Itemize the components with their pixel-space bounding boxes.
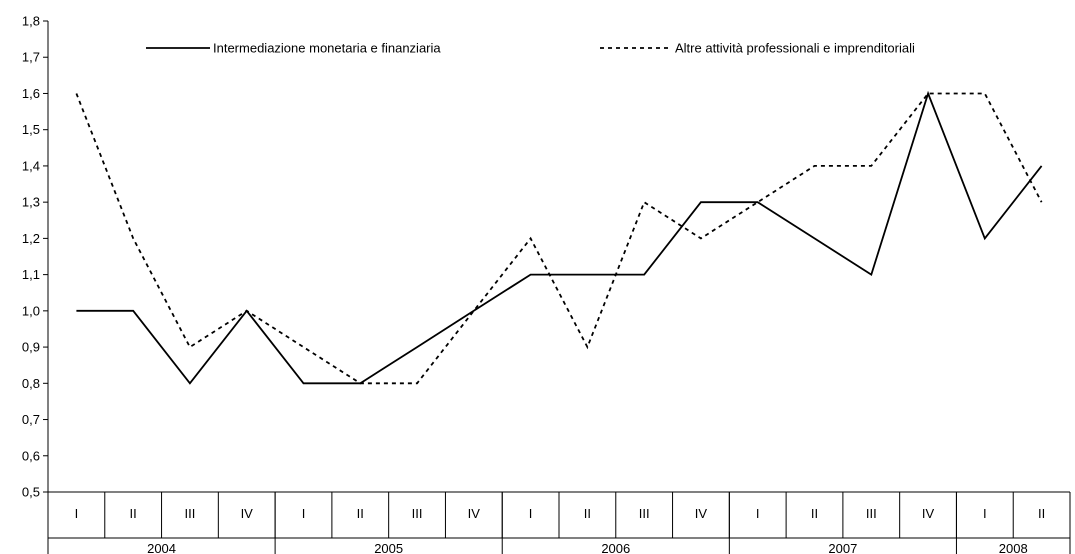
series-lines [75, 90, 1043, 385]
y-tick-labels: 0,5 0,6 0,7 0,8 0,9 1,0 1,1 1,2 1,3 1,4 1,5 1,6 1,7 1… [22, 14, 40, 500]
y-tick-label: 0,7 [22, 412, 40, 427]
x-tick-label-quarter: III [412, 506, 423, 521]
y-tick-label: 1,4 [22, 158, 40, 173]
y-tick-label: 0,6 [22, 448, 40, 463]
x-tick-label-quarter: I [983, 506, 987, 521]
x-tick-label-quarter: II [130, 506, 137, 521]
y-tick-label: 0,8 [22, 376, 40, 391]
y-tick-label: 1,3 [22, 195, 40, 210]
legend: Intermediazione monetaria e finanziaria A… [146, 41, 915, 56]
x-tick-label-quarter: II [357, 506, 364, 521]
x-tick-label-quarter: II [811, 506, 818, 521]
x-tick-label-quarter: III [866, 506, 877, 521]
y-tick-label: 0,9 [22, 340, 40, 355]
x-tick-label-quarter: I [302, 506, 306, 521]
y-tick-label: 1,7 [22, 50, 40, 65]
x-tick-label-quarter: IV [468, 506, 481, 521]
series-line-1 [76, 90, 1043, 385]
x-tick-label-year: 2007 [828, 541, 857, 554]
x-tick-label-year: 2005 [374, 541, 403, 554]
x-tick-label-year: 2008 [999, 541, 1028, 554]
series-line-2 [75, 92, 1043, 385]
x-tick-label-quarter: I [529, 506, 533, 521]
x-tick-label-quarter: I [75, 506, 79, 521]
y-tick-label: 1,8 [22, 14, 40, 29]
x-tick-label-quarter: II [584, 506, 591, 521]
legend-label-2: Altre attività professionali e imprendit… [675, 41, 915, 56]
x-tick-label-quarter: III [639, 506, 650, 521]
y-tick-label: 1,6 [22, 86, 40, 101]
x-tick-label-quarter: II [1038, 506, 1045, 521]
legend-label-1: Intermediazione monetaria e finanziaria [213, 41, 441, 56]
x-tick-label-quarter: IV [922, 506, 935, 521]
y-tick-label: 1,5 [22, 122, 40, 137]
x-tick-label-quarter: I [756, 506, 760, 521]
x-tick-label-year: 2006 [601, 541, 630, 554]
x-tick-label-quarter: IV [695, 506, 708, 521]
x-tick-label-quarter: IV [241, 506, 254, 521]
x-tick-label-year: 2004 [147, 541, 176, 554]
y-tick-label: 1,2 [22, 231, 40, 246]
y-tick-label: 1,1 [22, 267, 40, 282]
y-tick-label: 1,0 [22, 303, 40, 318]
y-tick-label: 0,5 [22, 485, 40, 500]
x-tick-label-quarter: III [185, 506, 196, 521]
